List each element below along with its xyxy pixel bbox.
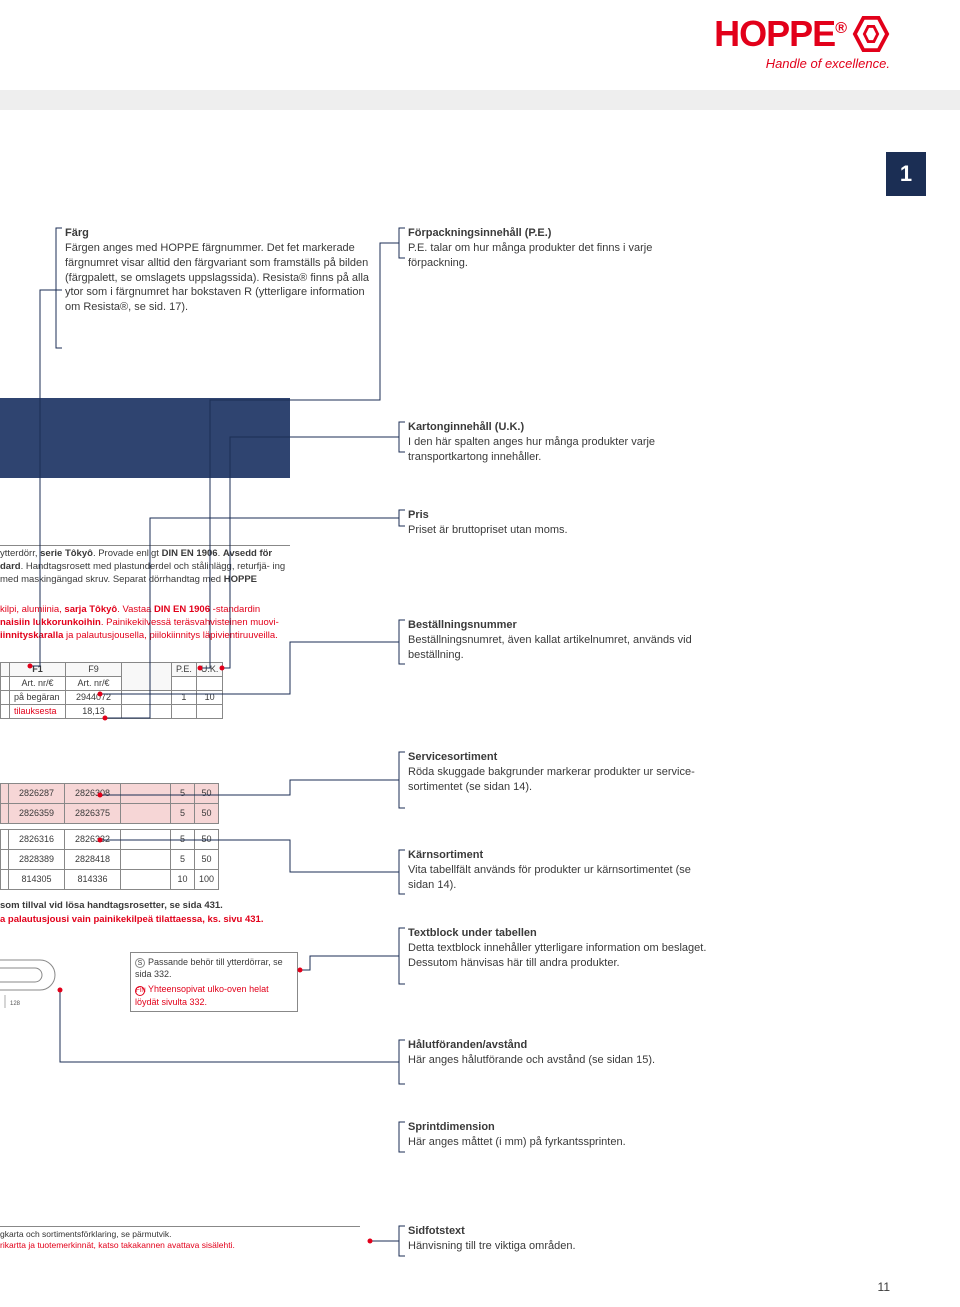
karn-title: Kärnsortiment [408,849,483,861]
sub-art2: Art. nr/€ [66,677,122,691]
page-number: 11 [878,1279,890,1295]
kartong-body: I den här spalten anges hur många produk… [408,436,655,463]
r1c3: 1 [172,691,197,705]
sprint-title: Sprintdimension [408,1121,495,1133]
r2c2: 18,13 [66,705,122,719]
product-desc-fi: kilpi, alumiinia, sarja Tôkyô. Vastaa DI… [0,602,290,644]
bestall-title: Beställningsnummer [408,619,517,631]
svg-text:128: 128 [10,1001,21,1007]
table-row: 28262872826308550 [1,784,219,804]
table-row: 28263162826332550 [1,830,219,850]
note-box: SPassande behör till ytterdörrar, se sid… [130,952,298,1012]
block-halut: Hålutföranden/avstånd Här anges hålutför… [408,1038,708,1082]
r1c4: 10 [196,691,223,705]
h-uk: U.K. [196,663,223,677]
sidfot-title: Sidfotstext [408,1225,465,1237]
pris-body: Priset är bruttopriset utan moms. [408,524,568,536]
block-kartong: Kartonginnehåll (U.K.) I den här spalten… [408,420,708,479]
logo-text: HOPPE® [714,10,846,59]
farg-body: Färgen anges med HOPPE färgnummer. Det f… [65,242,369,313]
footer-fi: rikartta ja tuotemerkinnät, katso takaka… [0,1240,235,1250]
header-band [0,90,960,110]
block-sprint: Sprintdimension Här anges måttet (i mm) … [408,1120,708,1164]
product-data-table: 2826287282630855028263592826375550 282631… [0,783,219,890]
under-table-sv: som tillval vid lösa handtagsrosetter, s… [0,900,310,913]
service-body: Röda skuggade bakgrunder markerar produk… [408,766,695,793]
brand-logo: HOPPE® Handle of excellence. [714,10,890,72]
karn-body: Vita tabellfält används för produkter ur… [408,864,691,891]
textblock-body: Detta textblock innehåller ytterligare i… [408,942,706,969]
block-sidfot: Sidfotstext Hänvisning till tre viktiga … [408,1224,708,1268]
footer-sv: gkarta och sortimentsförklaring, se pärm… [0,1229,171,1239]
farg-title: Färg [65,227,89,239]
r2c1: tilauksesta [10,705,66,719]
sub-art1: Art. nr/€ [10,677,66,691]
halut-body: Här anges hålutförande och avstånd (se s… [408,1054,655,1066]
pris-title: Pris [408,509,429,521]
block-karn: Kärnsortiment Vita tabellfält används fö… [408,848,708,907]
technical-drawing-icon: 128 [0,950,110,1010]
h-f9: F9 [66,663,122,677]
catalog-blue-bar [0,398,290,478]
mini-header-table: F1 F9 P.E. U.K. Art. nr/€ Art. nr/€ på b… [0,662,223,719]
table-row: 81430581433610100 [1,870,219,890]
note-fi: FINYhteensopivat ulko-oven helat löydät … [135,983,293,1008]
textblock-title: Textblock under tabellen [408,927,537,939]
block-bestall: Beställningsnummer Beställningsnumret, ä… [408,618,708,677]
r1c2: 2944072 [66,691,122,705]
table-row: 28263592826375550 [1,804,219,824]
h-f1: F1 [10,663,66,677]
logo-hex-icon [852,15,890,53]
forpack-body: P.E. talar om hur många produkter det fi… [408,242,652,269]
block-textblock: Textblock under tabellen Detta textblock… [408,926,708,985]
r1c1: på begäran [10,691,66,705]
service-title: Servicesortiment [408,751,497,763]
forpack-title: Förpackningsinnehåll (P.E.) [408,227,551,239]
under-table-fi: a palautusjousi vain painikekilpeä tilat… [0,914,320,927]
h-pe: P.E. [172,663,197,677]
block-pris: Pris Priset är bruttopriset utan moms. [408,508,708,552]
bestall-body: Beställningsnumret, även kallat artikeln… [408,634,692,661]
block-service: Servicesortiment Röda skuggade bakgrunde… [408,750,708,809]
kartong-title: Kartonginnehåll (U.K.) [408,421,524,433]
sidfot-body: Hänvisning till tre viktiga områden. [408,1240,576,1252]
halut-title: Hålutföranden/avstånd [408,1039,527,1051]
page-footer: gkarta och sortimentsförklaring, se pärm… [0,1226,360,1252]
section-tab: 1 [886,152,926,196]
block-forpack: Förpackningsinnehåll (P.E.) P.E. talar o… [408,226,708,285]
block-farg: Färg Färgen anges med HOPPE färgnummer. … [65,226,375,329]
product-desc-sv: ytterdörr, serie Tôkyô. Provade enligt D… [0,545,290,588]
table-row: 28283892828418550 [1,850,219,870]
sprint-body: Här anges måttet (i mm) på fyrkantssprin… [408,1136,626,1148]
note-sv: SPassande behör till ytterdörrar, se sid… [135,956,293,980]
